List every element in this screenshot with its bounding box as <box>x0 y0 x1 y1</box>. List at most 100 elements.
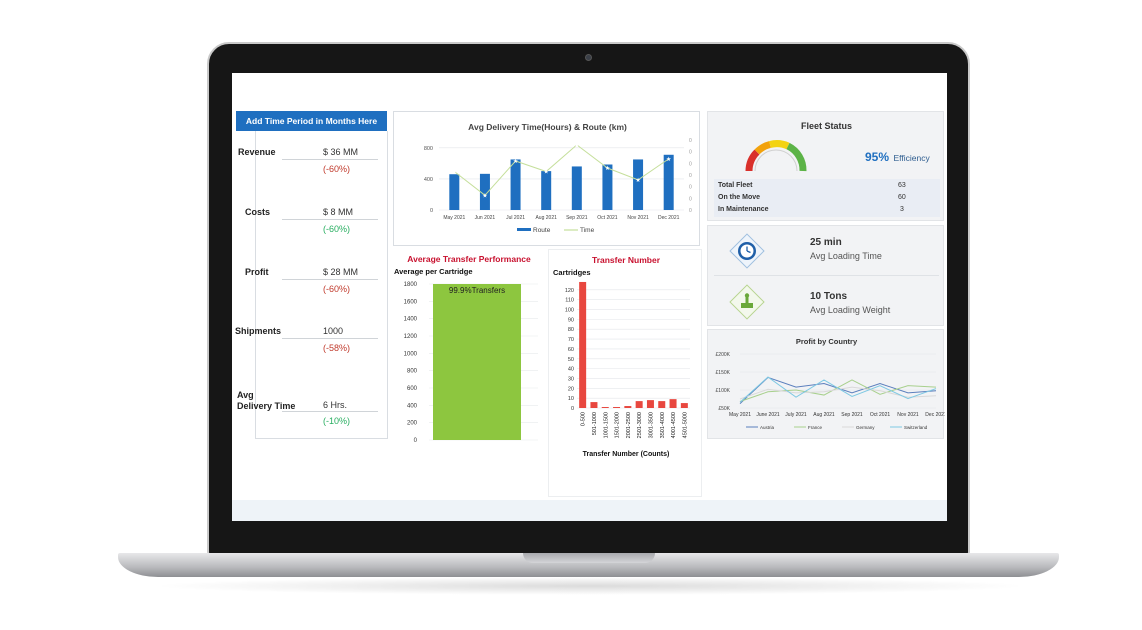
kpi-divider <box>282 279 378 280</box>
fleet-row-label: On the Move <box>718 194 761 201</box>
cartridge-bar <box>646 400 654 408</box>
y-tick-label: 400 <box>407 403 418 409</box>
route-bar <box>571 166 582 210</box>
x-tick-label: Oct 2021 <box>870 412 891 418</box>
kpi-label-revenue: Revenue <box>238 147 276 157</box>
time-point: ★ <box>635 177 640 184</box>
fleet-status-title: Fleet Status <box>800 121 852 131</box>
y-tick-label: 800 <box>407 369 418 375</box>
x-tick-label: 501-1000 <box>592 412 598 435</box>
y-tick-label: £100K <box>716 388 731 394</box>
fleet-row-value: 3 <box>900 206 904 213</box>
series-line <box>739 386 937 400</box>
transfer-number-ylabel: Cartridges <box>553 268 591 277</box>
route-bar <box>479 173 490 210</box>
webcam-icon <box>585 54 592 61</box>
route-bar <box>663 154 674 210</box>
kpi-label-shipments: Shipments <box>235 326 282 336</box>
time-point: ★ <box>452 169 457 176</box>
loading-time-label: Avg Loading Time <box>810 251 882 261</box>
fleet-row-value: 60 <box>898 194 906 201</box>
route-bar <box>449 174 460 210</box>
laptop-shadow <box>150 577 1030 595</box>
transfer-number-title: Transfer Number <box>591 255 661 265</box>
kpi-change-costs: (-60%) <box>323 224 351 234</box>
x-tick-label: Nov 2021 <box>897 412 919 418</box>
kpi-value-costs: $ 8 MM <box>323 207 354 217</box>
efficiency-value: 95% <box>865 150 890 164</box>
profit-by-country-panel: Profit by Country £50K £100K £150K £200K May… <box>707 329 945 439</box>
time-point: ★ <box>543 169 548 176</box>
time-point: ★ <box>666 156 671 163</box>
y2-tick-label: 0 <box>689 173 692 179</box>
time-point: ★ <box>513 158 518 165</box>
y-tick-label: 800 <box>424 146 433 152</box>
legend-label: Switzerland <box>904 425 928 430</box>
kpi-change-shipments: (-58%) <box>323 343 351 353</box>
fleet-row-label: In Maintenance <box>718 206 769 213</box>
x-tick-label: Dec 2021 <box>925 412 945 418</box>
loading-divider <box>714 275 939 276</box>
y-tick-label: 40 <box>568 367 574 373</box>
transfer-number-panel: Transfer Number Cartridges Transfer Numb… <box>548 249 702 497</box>
x-tick-label: 2001-2500 <box>626 412 632 438</box>
fleet-status-panel: Fleet Status 95% Efficiency Total Fleet … <box>707 111 944 221</box>
efficiency-gauge <box>745 140 807 172</box>
y-tick-label: 70 <box>568 337 574 343</box>
clock-icon <box>729 233 765 269</box>
legend-label: Germany <box>856 425 875 430</box>
y-tick-label: 0 <box>414 438 418 444</box>
x-tick-label: 4001-4500 <box>671 412 677 438</box>
transfer-number-xlabel: Transfer Number (Counts) <box>582 451 670 458</box>
legend-route-label: Route <box>533 227 551 234</box>
y-tick-label: 1600 <box>404 299 418 305</box>
time-point: ★ <box>574 142 579 149</box>
kpi-value-shipments: 1000 <box>323 326 344 336</box>
kpi-label-profit: Profit <box>245 267 269 277</box>
x-tick-label: Jun 2021 <box>475 215 496 221</box>
cartridge-bar <box>624 406 632 408</box>
x-tick-label: Aug 2021 <box>813 412 835 418</box>
y-tick-label: 200 <box>407 421 418 427</box>
route-bar <box>633 159 644 210</box>
y-tick-label: 50 <box>568 357 574 363</box>
x-tick-label: Oct 2021 <box>597 215 618 221</box>
x-tick-label: Dec 2021 <box>658 215 680 221</box>
kpi-change-delivery-time: (-10%) <box>323 416 351 426</box>
loading-panel: 25 min Avg Loading Time 10 Tons Avg Load… <box>707 225 944 326</box>
y-tick-label: £200K <box>716 352 731 358</box>
y-tick-label: 400 <box>424 177 433 183</box>
profit-chart: £50K £100K £150K £200K May 2021 June 2021 July… <box>716 352 945 430</box>
transfer-performance-title: Average Transfer Performance <box>407 254 531 264</box>
y2-tick-label: 0 <box>689 150 692 156</box>
y-tick-label: 110 <box>565 298 574 304</box>
kpi-value-profit: $ 28 MM <box>323 267 359 277</box>
kpi-divider <box>282 159 378 160</box>
transfer-bar-label: 99.9%Transfers <box>449 286 505 295</box>
kpi-divider <box>282 411 378 412</box>
y-tick-label: 120 <box>565 288 574 294</box>
x-tick-label: 3001-3500 <box>648 412 654 438</box>
route-bar <box>602 164 613 210</box>
add-time-period-button[interactable]: Add Time Period in Months Here <box>236 111 387 131</box>
legend-label: France <box>808 425 823 430</box>
x-tick-label: Aug 2021 <box>535 215 557 221</box>
y-tick-label: 20 <box>568 386 574 392</box>
series-line <box>739 379 937 402</box>
x-tick-label: 1001-1500 <box>603 412 609 438</box>
x-tick-label: June 2021 <box>756 412 780 418</box>
x-tick-label: 4501-5000 <box>682 412 688 438</box>
x-tick-label: 1501-2000 <box>615 412 621 438</box>
cartridge-bar <box>579 281 587 408</box>
cartridge-bar <box>658 401 666 408</box>
loading-weight-value: 10 Tons <box>810 291 848 302</box>
kpi-change-revenue: (-60%) <box>323 164 351 174</box>
y-tick-label: 30 <box>568 376 574 382</box>
route-bar <box>510 159 521 210</box>
transfer-performance-chart: 0 200 400 600 800 1000 1200 1400 1600 1800 99.9%Tr… <box>404 282 538 444</box>
loading-time-value: 25 min <box>810 237 842 248</box>
cartridge-bar <box>635 401 643 408</box>
y2-tick-label: 0 <box>689 185 692 191</box>
x-tick-label: 2501-3000 <box>637 412 643 438</box>
kpi-divider <box>282 219 378 220</box>
